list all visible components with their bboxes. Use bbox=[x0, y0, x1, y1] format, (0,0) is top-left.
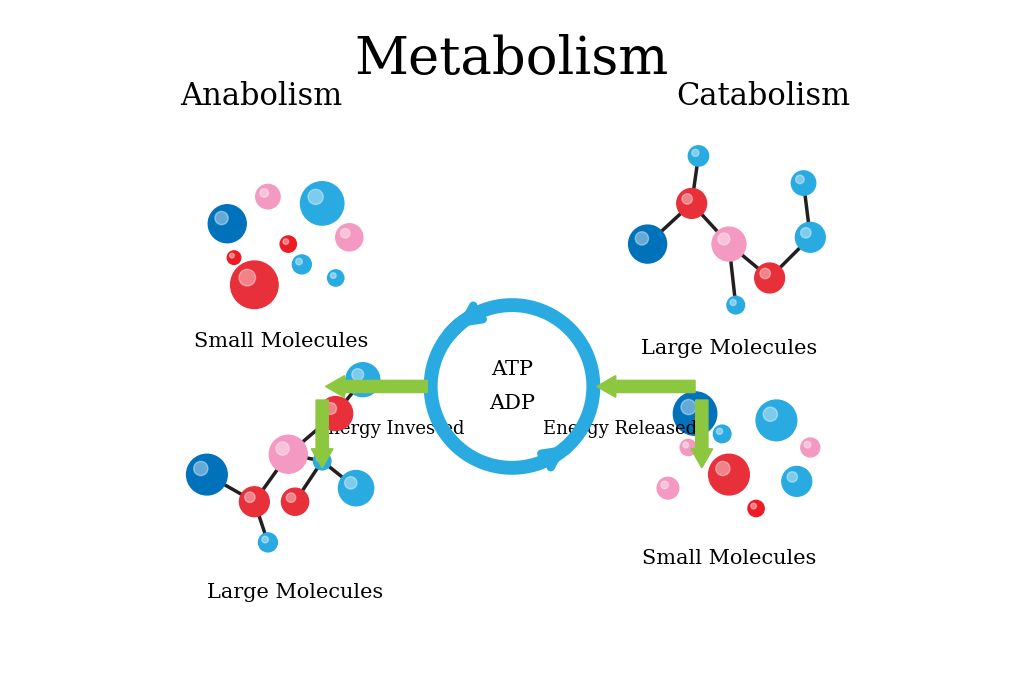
Circle shape bbox=[281, 236, 296, 252]
Circle shape bbox=[760, 268, 770, 279]
Circle shape bbox=[325, 403, 337, 414]
Circle shape bbox=[717, 428, 723, 435]
Circle shape bbox=[730, 300, 736, 306]
Circle shape bbox=[756, 400, 797, 441]
Circle shape bbox=[796, 222, 825, 252]
Circle shape bbox=[336, 224, 362, 251]
Text: Large Molecules: Large Molecules bbox=[641, 339, 817, 358]
FancyArrow shape bbox=[326, 376, 427, 397]
Circle shape bbox=[308, 189, 324, 205]
Circle shape bbox=[748, 500, 764, 517]
FancyArrow shape bbox=[691, 400, 713, 468]
Circle shape bbox=[677, 188, 707, 218]
Circle shape bbox=[727, 296, 744, 314]
Circle shape bbox=[227, 251, 241, 264]
Circle shape bbox=[345, 477, 357, 489]
Circle shape bbox=[712, 227, 745, 261]
Circle shape bbox=[316, 456, 323, 462]
Circle shape bbox=[352, 369, 364, 380]
Circle shape bbox=[283, 239, 289, 245]
Circle shape bbox=[714, 425, 731, 443]
Circle shape bbox=[240, 487, 269, 517]
Circle shape bbox=[657, 477, 679, 499]
Circle shape bbox=[629, 225, 667, 263]
Circle shape bbox=[186, 454, 227, 495]
Text: Small Molecules: Small Molecules bbox=[195, 332, 369, 351]
Circle shape bbox=[194, 461, 208, 476]
Circle shape bbox=[635, 232, 648, 245]
Circle shape bbox=[318, 397, 352, 431]
Circle shape bbox=[245, 492, 255, 502]
Circle shape bbox=[256, 184, 281, 209]
Text: Anabolism: Anabolism bbox=[180, 81, 342, 113]
Circle shape bbox=[787, 472, 798, 482]
FancyArrow shape bbox=[597, 376, 695, 397]
Circle shape bbox=[229, 254, 234, 258]
Circle shape bbox=[796, 175, 804, 184]
Text: Energy Invested: Energy Invested bbox=[315, 420, 465, 439]
Circle shape bbox=[709, 454, 750, 495]
Circle shape bbox=[755, 263, 784, 293]
Circle shape bbox=[338, 471, 374, 506]
Circle shape bbox=[782, 466, 812, 496]
Text: Large Molecules: Large Molecules bbox=[207, 583, 383, 602]
Circle shape bbox=[681, 399, 696, 415]
Circle shape bbox=[300, 182, 344, 225]
Circle shape bbox=[763, 407, 777, 421]
Circle shape bbox=[262, 536, 268, 543]
Circle shape bbox=[260, 188, 268, 197]
Circle shape bbox=[801, 438, 820, 457]
Circle shape bbox=[313, 452, 331, 470]
Circle shape bbox=[296, 258, 302, 265]
Circle shape bbox=[804, 441, 811, 448]
Circle shape bbox=[683, 442, 689, 448]
FancyArrow shape bbox=[311, 400, 333, 468]
Circle shape bbox=[328, 270, 344, 286]
Circle shape bbox=[751, 503, 757, 509]
Circle shape bbox=[239, 269, 256, 286]
Circle shape bbox=[292, 255, 311, 274]
Circle shape bbox=[718, 233, 730, 245]
Circle shape bbox=[282, 488, 308, 515]
Circle shape bbox=[331, 273, 336, 279]
Circle shape bbox=[801, 228, 811, 238]
Circle shape bbox=[674, 392, 717, 435]
Circle shape bbox=[346, 363, 380, 397]
Text: ATP: ATP bbox=[490, 360, 534, 379]
Circle shape bbox=[258, 533, 278, 552]
Text: Catabolism: Catabolism bbox=[676, 81, 850, 113]
Circle shape bbox=[660, 481, 669, 489]
Circle shape bbox=[275, 442, 289, 455]
Circle shape bbox=[716, 461, 730, 476]
Text: Metabolism: Metabolism bbox=[354, 34, 670, 85]
Circle shape bbox=[215, 212, 228, 224]
Text: ADP: ADP bbox=[489, 394, 535, 413]
Circle shape bbox=[287, 493, 296, 502]
Circle shape bbox=[682, 194, 692, 204]
Circle shape bbox=[680, 439, 696, 456]
Text: Energy Released: Energy Released bbox=[544, 420, 697, 439]
Circle shape bbox=[208, 205, 246, 243]
Circle shape bbox=[792, 171, 816, 195]
Text: Small Molecules: Small Molecules bbox=[642, 549, 816, 568]
Circle shape bbox=[340, 228, 350, 238]
Circle shape bbox=[688, 146, 709, 166]
Circle shape bbox=[269, 435, 307, 473]
Circle shape bbox=[230, 261, 279, 308]
Circle shape bbox=[692, 149, 699, 157]
